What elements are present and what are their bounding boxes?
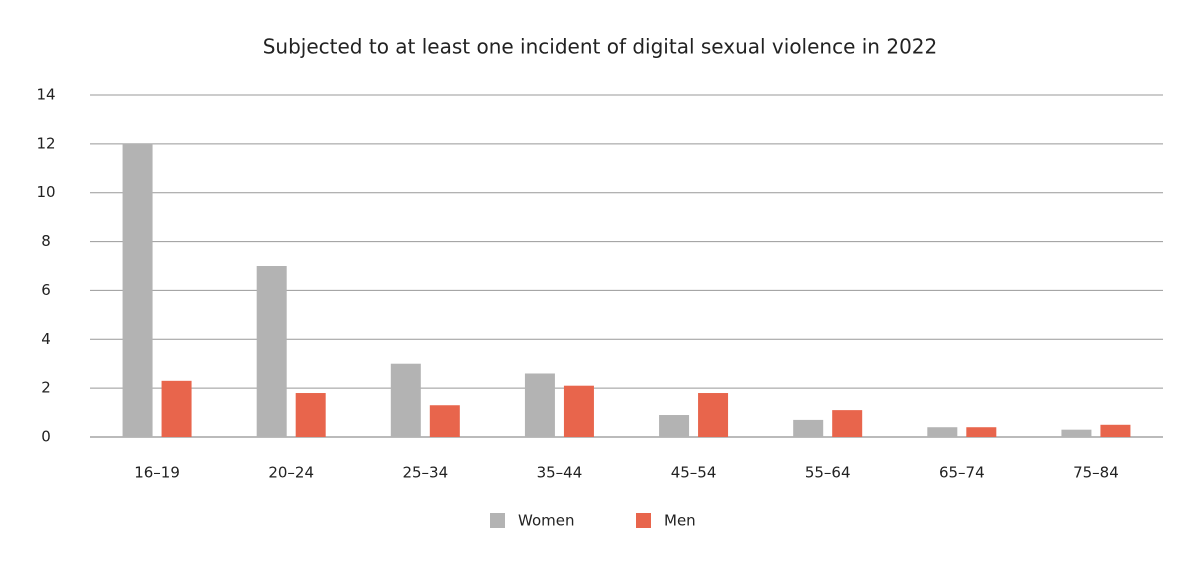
x-tick-label: 55–64: [805, 464, 851, 482]
bar: [122, 143, 153, 437]
bar: [832, 410, 863, 437]
chart-title: Subjected to at least one incident of di…: [263, 35, 938, 59]
bar: [161, 380, 192, 437]
y-tick-label: 14: [36, 86, 55, 104]
y-tick-label: 2: [41, 379, 51, 397]
bar: [659, 415, 690, 437]
x-tick-label: 45–54: [671, 464, 717, 482]
bar: [563, 385, 594, 437]
y-tick-label: 10: [36, 183, 55, 201]
x-tick-label: 75–84: [1073, 464, 1119, 482]
y-tick-label: 8: [41, 232, 51, 250]
y-tick-label: 6: [41, 281, 51, 299]
legend-label: Men: [664, 512, 696, 530]
x-tick-label: 25–34: [402, 464, 448, 482]
bar: [927, 427, 958, 437]
bar: [524, 373, 555, 437]
x-tick-label: 20–24: [268, 464, 314, 482]
bar: [1061, 429, 1092, 437]
bar: [698, 393, 729, 437]
bar: [793, 419, 824, 437]
legend-label: Women: [518, 512, 574, 530]
bar: [256, 266, 287, 437]
legend-swatch: [490, 513, 505, 528]
bar: [295, 393, 326, 437]
y-tick-label: 0: [41, 428, 51, 446]
x-tick-label: 65–74: [939, 464, 985, 482]
x-tick-label: 35–44: [537, 464, 583, 482]
bar: [1100, 424, 1131, 437]
bar: [966, 427, 997, 437]
bar: [390, 363, 421, 437]
y-tick-label: 4: [41, 330, 51, 348]
bar: [429, 405, 460, 437]
y-tick-label: 12: [36, 134, 55, 152]
x-tick-label: 16–19: [134, 464, 180, 482]
legend-swatch: [636, 513, 651, 528]
